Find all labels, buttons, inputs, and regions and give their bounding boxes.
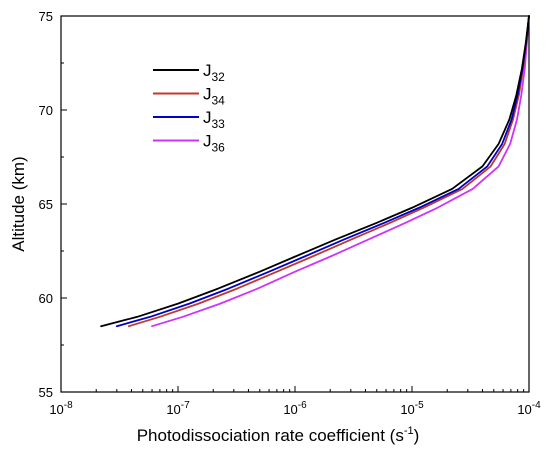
y-tick-label: 55	[39, 385, 53, 400]
series-line-j36	[151, 15, 530, 328]
series-line-j32	[100, 15, 530, 328]
legend-label-j34: J34	[203, 85, 225, 108]
plot-frame	[60, 15, 530, 393]
y-tick-label: 65	[39, 197, 53, 212]
series-lines	[100, 15, 530, 328]
y-tick-label: 70	[39, 103, 53, 118]
x-tick-label: 10-8	[49, 400, 73, 417]
x-axis-title-close: )	[414, 426, 420, 445]
legend-label-j32: J32	[203, 61, 225, 84]
x-axis-title-unit-exponent: -1	[404, 425, 414, 437]
legend-label-j33: J33	[203, 108, 225, 131]
x-tick-label: 10-6	[283, 400, 307, 417]
series-line-j33	[115, 15, 530, 328]
y-tick-label: 60	[39, 291, 53, 306]
x-axis-title-main: Photodissociation rate coefficient (s	[137, 426, 404, 445]
y-tick-label: 75	[39, 9, 53, 24]
x-tick-label: 10-7	[166, 400, 190, 417]
x-tick-label: 10-5	[400, 400, 424, 417]
legend-label-j36: J36	[203, 132, 225, 155]
x-tick-label: 10-4	[517, 400, 541, 417]
x-axis-title: Photodissociation rate coefficient (s-1)	[137, 425, 420, 445]
axis-ticks: 10-8 10-7 10-6 10-5 10-4 55 60 65 70 75	[39, 9, 542, 417]
y-axis-title: Altitude (km)	[9, 156, 28, 251]
series-line-j34	[127, 15, 530, 328]
